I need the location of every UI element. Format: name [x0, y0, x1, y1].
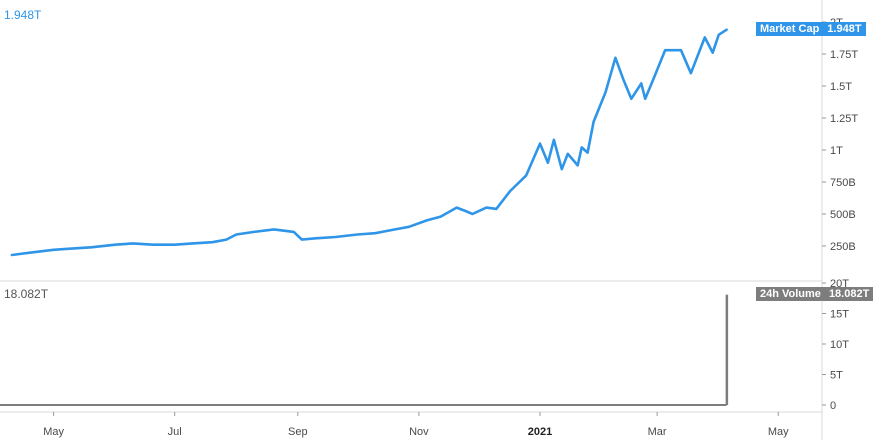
- market-cap-badge-value: 1.948T: [827, 23, 862, 35]
- market-cap-pane[interactable]: [10, 28, 728, 257]
- market-cap-badge-name: Market Cap: [760, 23, 820, 35]
- volume-y-tick: 15T: [830, 309, 849, 321]
- grid-lines: [0, 0, 823, 440]
- market-cap-y-tick: 250B: [830, 241, 856, 253]
- time-tick-label: May: [43, 426, 64, 438]
- volume-y-tick: 0: [830, 400, 836, 412]
- time-tick-label: May: [768, 426, 789, 438]
- market-cap-y-tick: 1.75T: [830, 49, 858, 61]
- market-cap-y-tick: 1.5T: [830, 81, 852, 93]
- time-tick-label: Sep: [288, 426, 308, 438]
- market-cap-series-line[interactable]: [10, 28, 728, 257]
- volume-badge-value: 18.082T: [828, 288, 870, 300]
- volume-y-tick: 5T: [830, 370, 843, 382]
- market-cap-y-tick: 500B: [830, 209, 856, 221]
- time-tick-label: 2021: [528, 426, 552, 438]
- market-cap-badge: Market Cap 1.948T: [756, 22, 866, 36]
- volume-corner-value: 18.082T: [4, 287, 49, 301]
- market-cap-corner-value: 1.948T: [4, 8, 42, 22]
- time-tick-label: Nov: [409, 426, 429, 438]
- axes: 250B500B750B1T1.25T1.5T1.75T2T05T10T15T2…: [43, 17, 858, 438]
- volume-y-tick: 10T: [830, 339, 849, 351]
- market-cap-y-tick: 750B: [830, 177, 856, 189]
- time-tick-label: Jul: [168, 426, 182, 438]
- volume-badge: 24h Volume 18.082T: [756, 287, 874, 301]
- market-cap-y-tick: 1.25T: [830, 113, 858, 125]
- volume-bar[interactable]: [725, 294, 729, 405]
- volume-badge-name: 24h Volume: [760, 288, 821, 300]
- time-tick-label: Mar: [648, 426, 667, 438]
- volume-pane[interactable]: [0, 294, 729, 406]
- market-cap-y-tick: 1T: [830, 145, 843, 157]
